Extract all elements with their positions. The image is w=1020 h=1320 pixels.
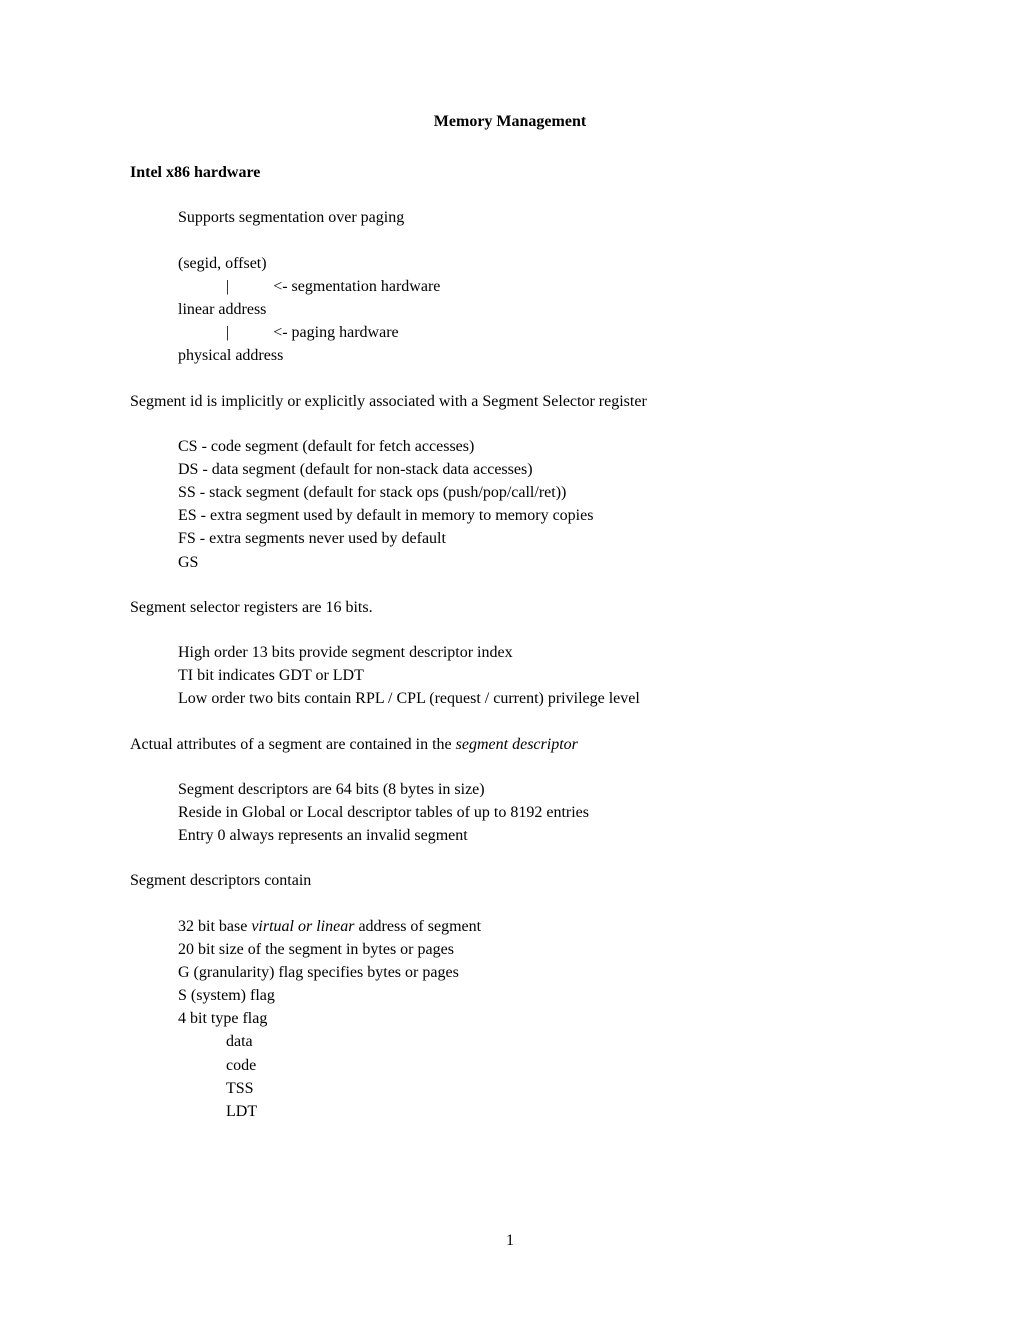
reg-es: ES - extra segment used by default in me… <box>178 504 890 527</box>
field-g: G (granularity) flag specifies bytes or … <box>178 961 890 984</box>
reg-ds: DS - data segment (default for non-stack… <box>178 458 890 481</box>
flow-line-5: physical address <box>178 344 890 367</box>
selector-detail-2: TI bit indicates GDT or LDT <box>178 664 890 687</box>
segment-registers: CS - code segment (default for fetch acc… <box>178 435 890 574</box>
field-s: S (system) flag <box>178 984 890 1007</box>
attrs-italic: segment descriptor <box>456 736 578 753</box>
descriptors-contain: Segment descriptors contain <box>130 869 890 892</box>
type-code: code <box>226 1054 890 1077</box>
type-ldt: LDT <box>226 1100 890 1123</box>
flow-line-2: | <- segmentation hardware <box>178 275 890 298</box>
type-data: data <box>226 1030 890 1053</box>
descriptor-info-2: Reside in Global or Local descriptor tab… <box>178 801 890 824</box>
field-type: 4 bit type flag <box>178 1007 890 1030</box>
descriptor-info: Segment descriptors are 64 bits (8 bytes… <box>178 778 890 848</box>
flow-line-3: linear address <box>178 298 890 321</box>
address-flow: (segid, offset) | <- segmentation hardwa… <box>178 252 890 368</box>
section-heading: Intel x86 hardware <box>130 161 890 184</box>
field-size: 20 bit size of the segment in bytes or p… <box>178 938 890 961</box>
supports-line: Supports segmentation over paging <box>178 206 890 229</box>
field-base-italic: virtual or linear <box>251 918 354 935</box>
descriptor-info-3: Entry 0 always represents an invalid seg… <box>178 824 890 847</box>
reg-ss: SS - stack segment (default for stack op… <box>178 481 890 504</box>
reg-gs: GS <box>178 551 890 574</box>
selector-detail-3: Low order two bits contain RPL / CPL (re… <box>178 687 890 710</box>
field-base-pre: 32 bit base <box>178 918 251 935</box>
selector-details: High order 13 bits provide segment descr… <box>178 641 890 711</box>
document-page: Memory Management Intel x86 hardware Sup… <box>0 0 1020 1205</box>
page-title: Memory Management <box>130 110 890 133</box>
page-number: 1 <box>0 1232 1020 1250</box>
attributes-sentence: Actual attributes of a segment are conta… <box>130 733 890 756</box>
field-base-post: address of segment <box>354 918 481 935</box>
attrs-prefix: Actual attributes of a segment are conta… <box>130 736 456 753</box>
selector-bits: Segment selector registers are 16 bits. <box>130 596 890 619</box>
flow-line-1: (segid, offset) <box>178 252 890 275</box>
segid-association: Segment id is implicitly or explicitly a… <box>130 390 890 413</box>
type-tss: TSS <box>226 1077 890 1100</box>
field-base: 32 bit base virtual or linear address of… <box>178 915 890 938</box>
descriptor-info-1: Segment descriptors are 64 bits (8 bytes… <box>178 778 890 801</box>
descriptor-fields: 32 bit base virtual or linear address of… <box>178 915 890 1124</box>
reg-fs: FS - extra segments never used by defaul… <box>178 527 890 550</box>
flow-line-4: | <- paging hardware <box>178 321 890 344</box>
reg-cs: CS - code segment (default for fetch acc… <box>178 435 890 458</box>
selector-detail-1: High order 13 bits provide segment descr… <box>178 641 890 664</box>
type-sublist: data code TSS LDT <box>226 1030 890 1123</box>
